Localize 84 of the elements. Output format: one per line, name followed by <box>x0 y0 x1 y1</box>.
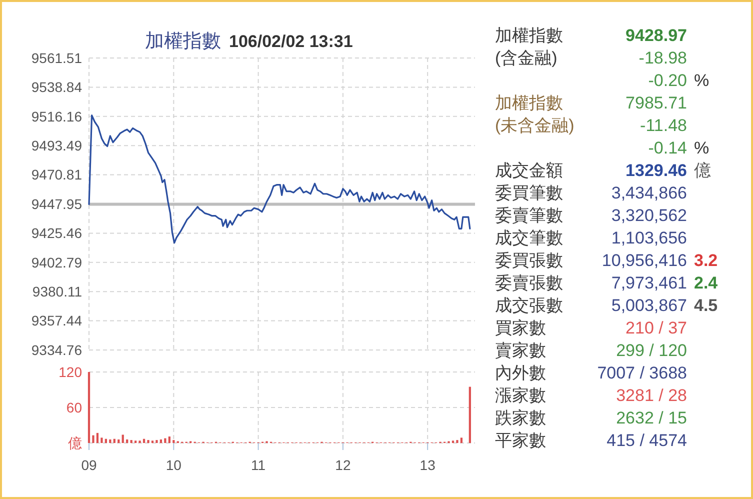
text: 1329.46 <box>626 160 687 180</box>
bar <box>130 440 132 443</box>
bar <box>113 438 116 443</box>
text: (未含金融) <box>495 116 574 135</box>
y-tick-label: 120 <box>58 364 82 380</box>
text: 9428.97 <box>626 26 687 45</box>
y-tick-label: 60 <box>66 399 82 416</box>
bar <box>164 438 166 443</box>
text: % <box>694 70 710 90</box>
y-tick-label: 億 <box>68 434 82 451</box>
text: 3.2 <box>694 250 718 270</box>
text: 委賣筆數 <box>495 206 563 225</box>
y-tick-label: 9493.49 <box>31 137 82 154</box>
text: (含金融) <box>495 48 558 68</box>
text: 漲家數 <box>495 386 546 405</box>
text: 成交張數 <box>495 296 563 315</box>
x-tick-label: 13 <box>420 457 436 473</box>
text: 委買筆數 <box>495 183 563 202</box>
text: 7985.71 <box>626 93 687 112</box>
text: 3281 / 28 <box>616 386 687 405</box>
text: 委買張數 <box>495 250 563 270</box>
text: 成交筆數 <box>495 228 563 248</box>
bar <box>147 440 150 443</box>
text: 億 <box>694 160 711 180</box>
text: 3,434,866 <box>611 183 687 202</box>
text: -18.98 <box>638 48 687 68</box>
x-tick-label: 11 <box>251 457 266 473</box>
text: 4.5 <box>694 296 718 315</box>
x-tick-label: 09 <box>81 457 97 473</box>
text: 內外數 <box>495 363 546 382</box>
text: 7007 / 3688 <box>597 363 687 382</box>
text: 7,973,461 <box>611 273 687 292</box>
bar <box>456 440 458 443</box>
x-tick-label: 12 <box>335 457 351 473</box>
bar <box>118 439 120 443</box>
text: 3,320,562 <box>611 206 687 225</box>
y-tick-label: 9357.44 <box>31 312 82 329</box>
bar <box>460 438 463 443</box>
bar <box>100 438 103 443</box>
y-tick-label: 9425.46 <box>31 225 82 242</box>
bar <box>142 438 146 443</box>
y-tick-label: 9516.16 <box>31 108 82 124</box>
x-tick-label: 10 <box>166 457 182 473</box>
bar <box>156 440 158 443</box>
text: -0.20 <box>648 70 687 90</box>
text: 買家數 <box>495 318 546 338</box>
bar <box>160 439 162 443</box>
bar <box>122 434 124 443</box>
chart-title: 加權指數 <box>145 31 221 52</box>
bar <box>172 440 175 443</box>
text: 成交金額 <box>495 160 563 180</box>
text: 委賣張數 <box>495 273 563 292</box>
y-tick-label: 9380.11 <box>32 284 82 300</box>
y-tick-label: 9334.76 <box>31 342 82 358</box>
text: -0.14 <box>648 138 687 158</box>
text: 加權指數 <box>495 93 563 112</box>
y-tick-label: 9561.51 <box>31 50 82 66</box>
bar <box>126 439 128 443</box>
text: 2.4 <box>694 273 718 292</box>
text: 299 / 120 <box>616 340 687 360</box>
text: 210 / 37 <box>626 318 687 338</box>
chart-subtitle: 106/02/02 13:31 <box>229 32 353 51</box>
text: 加權指數 <box>495 26 563 45</box>
y-tick-label: 9402.79 <box>31 254 82 270</box>
text: 跌家數 <box>495 408 546 428</box>
bar <box>109 439 112 443</box>
text: 10,956,416 <box>602 250 687 270</box>
y-tick-label: 9538.84 <box>31 79 82 96</box>
text: 1,103,656 <box>611 228 687 248</box>
bar <box>96 432 99 443</box>
bar <box>468 386 471 443</box>
text: % <box>694 138 710 158</box>
text: 賣家數 <box>495 340 546 360</box>
text: 415 / 4574 <box>606 430 687 450</box>
line-series <box>88 114 471 244</box>
y-tick-label: 9447.95 <box>31 196 82 212</box>
text: 2632 / 15 <box>616 408 687 428</box>
text: -11.48 <box>640 116 687 135</box>
text: 平家數 <box>495 430 546 450</box>
text: 5,003,867 <box>611 296 687 315</box>
bar <box>168 436 170 443</box>
y-tick-label: 9470.81 <box>31 166 82 183</box>
bar <box>104 438 107 443</box>
bar <box>92 435 94 443</box>
